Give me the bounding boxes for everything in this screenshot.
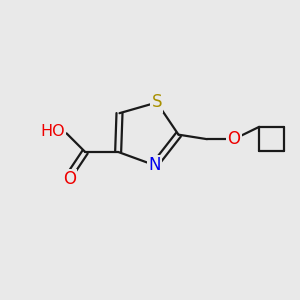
Text: N: N bbox=[148, 156, 161, 174]
Text: S: S bbox=[152, 94, 162, 112]
Text: O: O bbox=[63, 170, 76, 188]
Text: O: O bbox=[227, 130, 241, 148]
Text: HO: HO bbox=[40, 124, 65, 140]
